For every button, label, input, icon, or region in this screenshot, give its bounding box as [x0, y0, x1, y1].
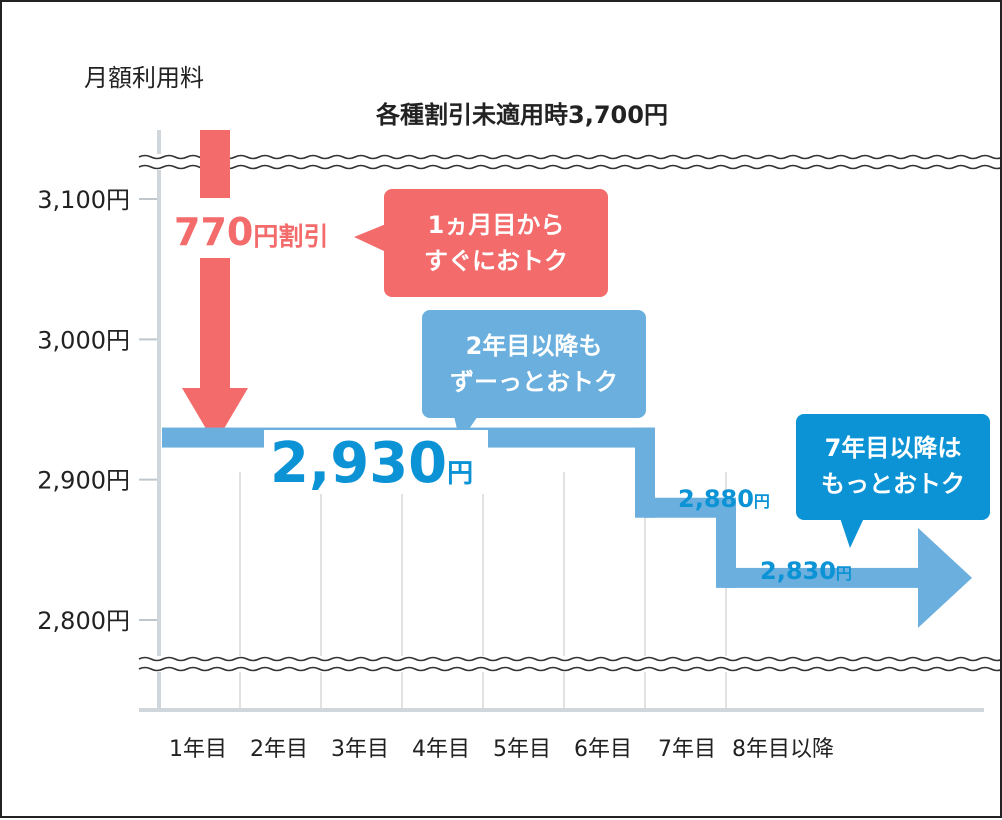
step-arrow-head [918, 527, 972, 628]
callout-red-line1: 1ヵ月目から [428, 211, 565, 239]
x-tick-labels: 1年目 2年目 3年目 4年目 5年目 6年目 7年目 8年目以降 [169, 737, 834, 762]
value-label-2830: 2,830円 [760, 557, 852, 585]
y-tick-label: 3,000円 [37, 326, 130, 354]
callout-red-line2: すぐにおトク [424, 247, 568, 275]
value-label-2930: 2,930円 [270, 431, 473, 496]
chart-title: 各種割引未適用時3,700円 [375, 101, 668, 129]
callout-year2-savings: 2年目以降も ずーっとおトク [422, 310, 646, 442]
callout-immediate-savings: 1ヵ月目から すぐにおトク [354, 189, 608, 297]
discount-arrow: 770円割引 [170, 130, 346, 444]
x-tick-label: 1年目 [169, 737, 227, 762]
y-tick-label: 2,900円 [37, 467, 130, 495]
axis-break-top [138, 154, 1002, 170]
x-tick-label: 6年目 [574, 737, 632, 762]
discount-label: 770円割引 [174, 210, 328, 254]
callout-year7-savings: 7年目以降は もっとおトク [796, 414, 990, 548]
discount-arrow-head [182, 388, 248, 444]
discount-arrow-shaft [200, 130, 230, 390]
x-tick-label: 2年目 [250, 737, 308, 762]
callout-blue1-line1: 2年目以降も [466, 332, 603, 360]
y-tick-labels: 3,100円 3,000円 2,900円 2,800円 [37, 186, 130, 635]
callout-blue2-line1: 7年目以降は [825, 434, 962, 462]
value-label-2880: 2,880円 [678, 485, 770, 513]
step-segment [645, 497, 736, 518]
callout-blue2-line2: もっとおトク [821, 470, 965, 498]
axis-break-bottom [138, 656, 1002, 672]
step-riser [635, 427, 655, 518]
x-tick-label: 5年目 [493, 737, 551, 762]
y-axis-label: 月額利用料 [84, 64, 204, 92]
step-riser [716, 497, 736, 588]
y-tick-label: 3,100円 [37, 186, 130, 214]
callout-blue1-line2: ずーっとおトク [450, 368, 618, 396]
value-label-main: 2,930円 [264, 430, 488, 496]
x-tick-label: 4年目 [412, 737, 470, 762]
x-tick-label: 3年目 [331, 737, 389, 762]
x-tick-label: 7年目 [658, 737, 716, 762]
discount-label-bg [170, 198, 346, 258]
y-tick-label: 2,800円 [37, 607, 130, 635]
step-segment [726, 567, 922, 588]
x-tick-label: 8年目以降 [732, 737, 834, 762]
